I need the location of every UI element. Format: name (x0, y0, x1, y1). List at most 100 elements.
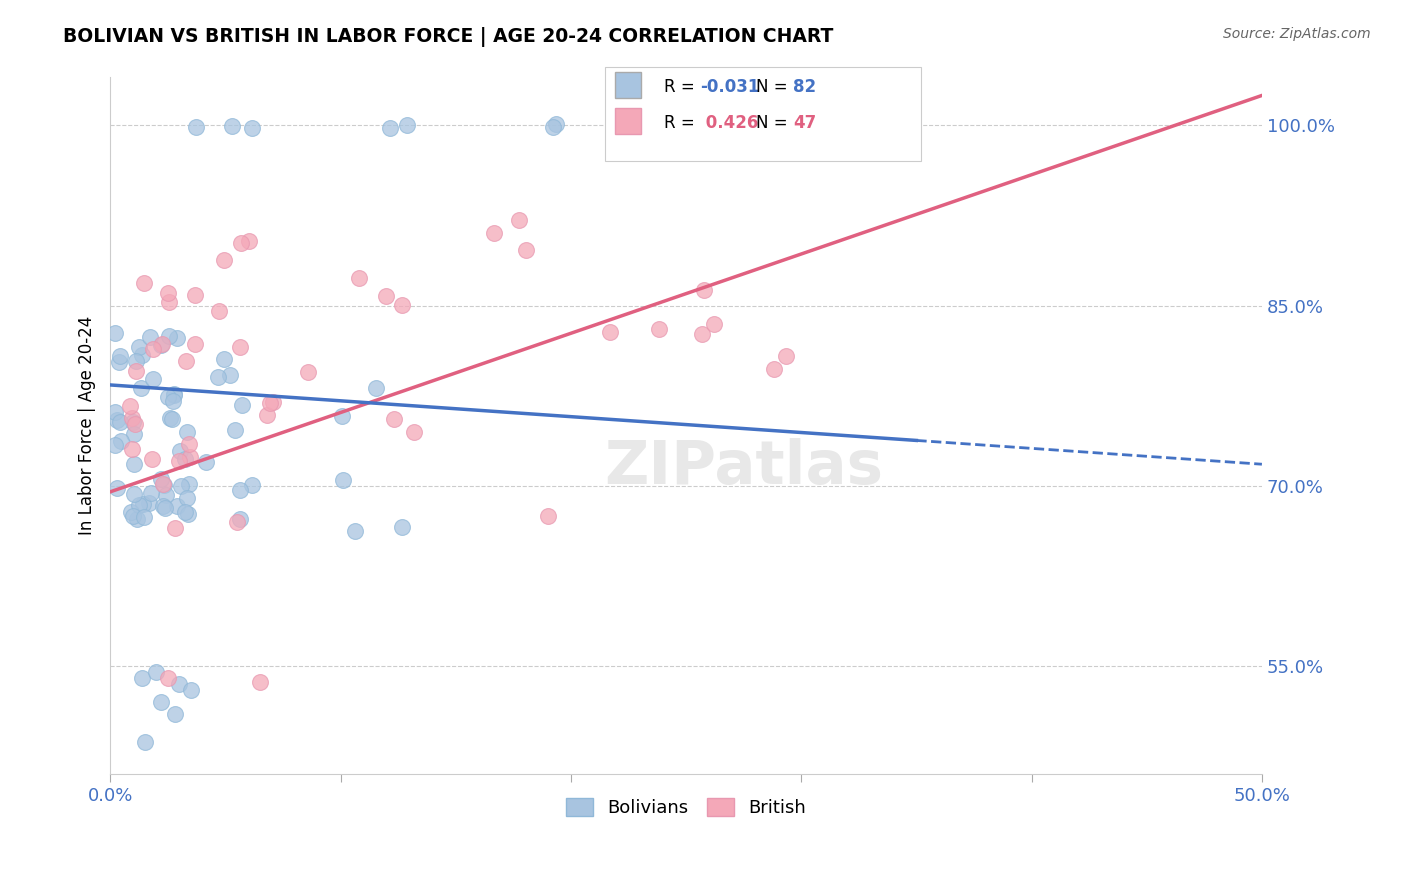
Text: 47: 47 (793, 113, 817, 131)
Point (174, 353, 197, 368)
Point (149, 695, 172, 709)
Point (163, 521, 186, 535)
Point (157, 285, 180, 300)
Text: Source: ZipAtlas.com: Source: ZipAtlas.com (1223, 27, 1371, 41)
Point (364, 381, 387, 395)
Point (688, 120, 710, 135)
Point (212, 252, 235, 267)
Point (107, 413, 129, 427)
Point (159, 410, 181, 425)
Point (508, 212, 530, 227)
Point (515, 243, 537, 257)
Point (775, 350, 797, 364)
Point (120, 505, 142, 519)
Point (343, 524, 366, 539)
Point (184, 337, 207, 351)
Point (156, 390, 179, 404)
Point (229, 236, 252, 251)
Point (180, 683, 202, 698)
Point (658, 120, 681, 134)
Point (128, 498, 150, 512)
Point (122, 458, 145, 472)
Point (391, 298, 413, 312)
Point (128, 340, 150, 354)
Text: -0.031: -0.031 (700, 78, 759, 95)
Point (166, 331, 188, 345)
Point (122, 508, 145, 523)
Text: 0.426: 0.426 (700, 113, 759, 131)
Point (104, 326, 127, 340)
Point (544, 117, 567, 131)
Point (238, 234, 260, 248)
Point (169, 444, 191, 458)
Point (122, 426, 145, 441)
Point (224, 423, 246, 437)
Point (142, 371, 165, 385)
Point (382, 411, 405, 425)
Text: R =: R = (664, 78, 700, 95)
Point (108, 355, 131, 369)
Text: R =: R = (664, 113, 700, 131)
Point (138, 496, 160, 510)
Point (163, 386, 186, 401)
Point (110, 434, 132, 449)
Point (125, 364, 148, 378)
Point (214, 351, 236, 366)
Point (249, 674, 271, 689)
Point (173, 452, 195, 467)
Point (176, 425, 198, 439)
Point (162, 394, 184, 409)
Point (127, 512, 149, 526)
Point (150, 337, 173, 351)
Point (177, 476, 200, 491)
Point (153, 500, 176, 515)
Text: N =: N = (756, 113, 793, 131)
Point (599, 326, 621, 340)
Point (208, 304, 231, 318)
Point (330, 409, 353, 424)
Point (170, 478, 193, 492)
Point (349, 271, 371, 285)
Point (108, 349, 131, 363)
Legend: Bolivians, British: Bolivians, British (558, 790, 813, 824)
Point (225, 515, 247, 529)
Point (184, 120, 207, 135)
Point (152, 476, 174, 491)
Point (207, 370, 229, 384)
Point (125, 354, 148, 368)
Point (762, 361, 785, 376)
Point (150, 338, 173, 352)
Point (695, 120, 717, 135)
Point (756, 118, 779, 132)
Point (138, 329, 160, 343)
Point (132, 497, 155, 511)
Point (882, 120, 904, 135)
Point (229, 340, 252, 354)
Point (194, 455, 217, 469)
Point (256, 409, 278, 423)
Point (396, 118, 419, 132)
Point (177, 437, 200, 451)
Point (229, 483, 252, 498)
Point (690, 326, 713, 341)
Point (402, 425, 425, 439)
Point (163, 707, 186, 722)
Point (155, 488, 177, 502)
Text: 82: 82 (793, 78, 815, 95)
Point (104, 405, 127, 419)
Point (157, 295, 180, 310)
Point (160, 411, 183, 425)
Point (145, 665, 167, 679)
Text: N =: N = (756, 78, 793, 95)
Point (141, 485, 163, 500)
Point (167, 454, 190, 468)
Point (537, 508, 560, 523)
Point (131, 348, 153, 362)
Point (166, 499, 188, 513)
Point (129, 382, 152, 396)
Point (297, 365, 319, 379)
Point (648, 322, 671, 336)
Text: ZIPatlas: ZIPatlas (605, 438, 883, 497)
Point (124, 417, 146, 431)
Point (118, 399, 141, 413)
